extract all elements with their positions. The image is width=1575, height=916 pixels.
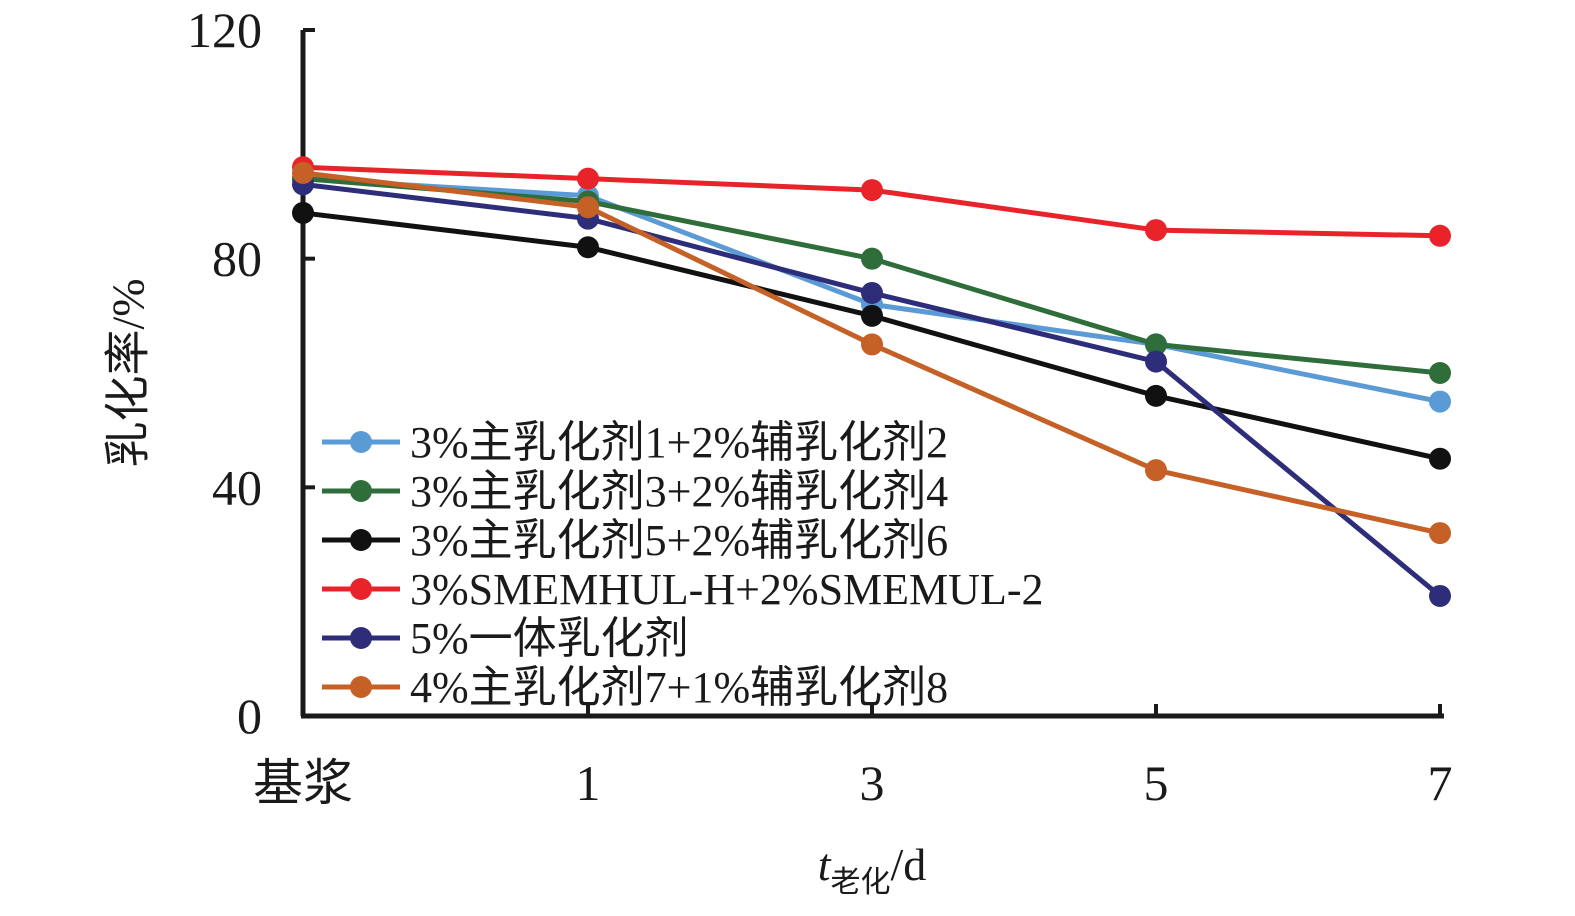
x-ticks: 基浆 1 3 5 7 [253, 704, 1453, 811]
data-point [861, 247, 883, 270]
legend-label: 3%主乳化剂1+2%辅乳化剂2 [410, 418, 948, 467]
data-point [1429, 362, 1451, 384]
legend-item: 5%一体乳化剂 [322, 614, 689, 663]
legend-label: 5%一体乳化剂 [410, 614, 689, 663]
x-axis-title-main: t [818, 839, 832, 890]
legend-swatch-marker [350, 431, 372, 453]
data-point [292, 201, 314, 224]
legend-item: 3%主乳化剂3+2%辅乳化剂4 [322, 467, 948, 516]
y-tick-label: 120 [187, 2, 262, 58]
data-point [1429, 447, 1451, 470]
data-point [1145, 219, 1167, 242]
legend-swatch-marker [350, 578, 372, 600]
x-axis-title-unit: /d [891, 839, 927, 890]
data-point [1145, 333, 1167, 356]
data-point [1429, 390, 1451, 413]
data-point [861, 281, 883, 304]
legend-item: 3%主乳化剂1+2%辅乳化剂2 [322, 418, 948, 467]
legend-label: 3%SMEMHUL-H+2%SMEMUL-2 [410, 565, 1043, 614]
data-point [1429, 224, 1451, 247]
series-group [292, 161, 1451, 545]
data-point [577, 167, 599, 190]
data-point [1429, 522, 1451, 545]
y-ticks: 0 40 80 120 [187, 2, 315, 744]
y-tick-label: 0 [237, 688, 262, 744]
series-group [292, 156, 1451, 247]
data-point [292, 161, 314, 184]
y-tick-label: 80 [212, 231, 262, 287]
data-point [861, 304, 883, 327]
y-axis-title: 乳化率/% [103, 278, 154, 467]
legend-item: 3%主乳化剂5+2%辅乳化剂6 [322, 516, 948, 565]
data-point [1429, 584, 1451, 607]
data-point [861, 333, 883, 356]
legend-swatch-marker [350, 627, 372, 649]
y-tick-label: 40 [212, 459, 262, 515]
x-axis-title-subscript: 老化 [831, 866, 891, 899]
legend: 3%主乳化剂1+2%辅乳化剂23%主乳化剂3+2%辅乳化剂43%主乳化剂5+2%… [322, 418, 1043, 712]
legend-swatch-marker [350, 480, 372, 502]
data-point [1145, 350, 1167, 373]
series-line [302, 164, 1441, 239]
data-point [577, 236, 599, 259]
legend-swatch-marker [350, 676, 372, 698]
data-point [577, 196, 599, 219]
x-tick-label: 3 [860, 755, 885, 811]
data-point [861, 179, 883, 202]
data-point [1145, 384, 1167, 407]
legend-label: 4%主乳化剂7+1%辅乳化剂8 [410, 663, 948, 712]
legend-label: 3%主乳化剂3+2%辅乳化剂4 [410, 467, 948, 516]
x-axis-title: t老化/d [818, 839, 927, 899]
x-tick-label: 7 [1428, 755, 1453, 811]
series-group [292, 201, 1451, 470]
series-layer [292, 156, 1451, 607]
legend-item: 4%主乳化剂7+1%辅乳化剂8 [322, 663, 948, 712]
legend-item: 3%SMEMHUL-H+2%SMEMUL-2 [322, 565, 1043, 614]
data-point [1145, 459, 1167, 482]
legend-label: 3%主乳化剂5+2%辅乳化剂6 [410, 516, 948, 565]
x-tick-label: 基浆 [253, 755, 353, 811]
x-tick-label: 1 [576, 755, 601, 811]
x-tick-label: 5 [1144, 755, 1169, 811]
legend-swatch-marker [350, 529, 372, 551]
